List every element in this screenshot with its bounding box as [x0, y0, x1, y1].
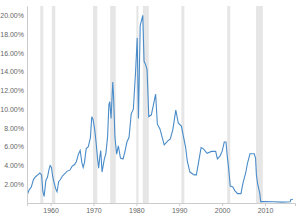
chart: 2.00% 4.00% 6.00% 8.00% 10.00% 12.00% 14.00% 16…: [0, 0, 300, 217]
x-tick: 1970: [86, 203, 102, 214]
y-tick-label: 10.00%: [0, 106, 24, 113]
rate-line: [27, 15, 293, 202]
y-tick: 14.00%: [0, 68, 27, 75]
recession-band: [93, 6, 97, 203]
recession-band: [110, 6, 116, 203]
y-tick-label: 18.00%: [0, 31, 24, 38]
x-tick-mark: [265, 203, 266, 206]
recession-band: [256, 6, 263, 203]
x-tick: 2000: [215, 203, 231, 214]
x-tick-label: 1990: [172, 207, 188, 214]
y-tick-label: 20.00%: [0, 12, 24, 19]
x-tick: 1960: [43, 203, 59, 214]
x-tick-label: 2010: [258, 207, 274, 214]
y-tick-label: 6.00%: [4, 143, 24, 150]
y-tick: 8.00%: [4, 125, 27, 132]
y-tick-label: 12.00%: [0, 87, 24, 94]
marks: [27, 6, 293, 203]
y-tick: 6.00%: [4, 143, 27, 150]
x-tick-mark: [51, 203, 52, 206]
x-tick-label: 1970: [86, 207, 102, 214]
x-tick-mark: [179, 203, 180, 206]
x-axis-line: [28, 204, 296, 207]
y-axis: 2.00% 4.00% 6.00% 8.00% 10.00% 12.00% 14.00% 16…: [0, 7, 27, 204]
y-tick-label: 16.00%: [0, 50, 24, 57]
y-tick: 4.00%: [4, 162, 27, 169]
y-tick: 18.00%: [0, 31, 27, 38]
x-tick-label: 2000: [215, 207, 231, 214]
recession-band: [181, 6, 184, 203]
y-tick: 16.00%: [0, 50, 27, 57]
x-tick-label: 1960: [43, 207, 59, 214]
x-tick: 1980: [129, 203, 145, 214]
x-tick: 2010: [258, 203, 274, 214]
plot: 2.00% 4.00% 6.00% 8.00% 10.00% 12.00% 14.00% 16…: [0, 6, 295, 214]
x-axis: 1960 1970 1980 1990 2000 2010: [28, 203, 296, 214]
x-tick-label: 1980: [129, 207, 145, 214]
y-tick: 2.00%: [4, 181, 27, 188]
x-tick: 1990: [172, 203, 188, 214]
y-tick-label: 14.00%: [0, 68, 24, 75]
y-tick-label: 4.00%: [4, 162, 24, 169]
y-axis-line: [27, 7, 28, 204]
x-tick-mark: [93, 203, 94, 206]
y-tick-label: 2.00%: [4, 181, 24, 188]
y-tick: 20.00%: [0, 12, 27, 19]
x-tick-mark: [222, 203, 223, 206]
y-tick: 10.00%: [0, 106, 27, 113]
y-tick: 12.00%: [0, 87, 27, 94]
y-tick-label: 8.00%: [4, 125, 24, 132]
x-tick-mark: [136, 203, 137, 206]
